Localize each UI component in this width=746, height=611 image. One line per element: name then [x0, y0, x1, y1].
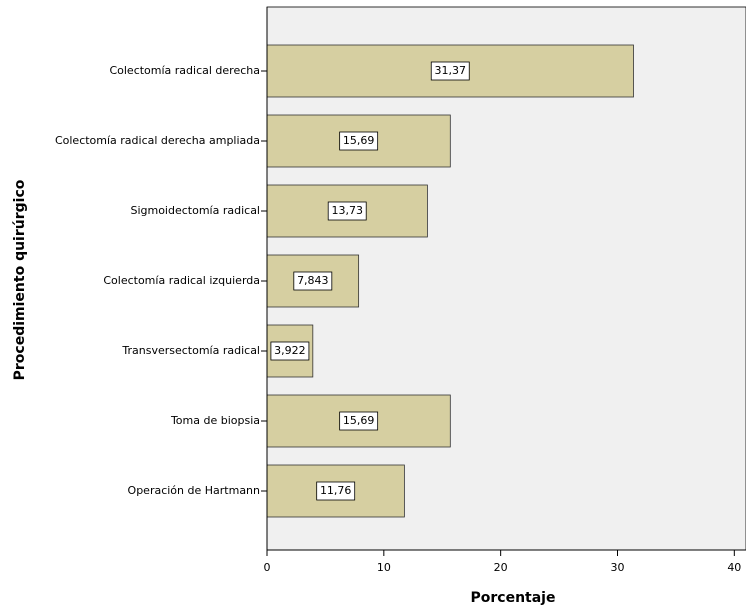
- y-tick-label: Colectomía radical derecha: [109, 64, 260, 77]
- x-tick-label: 40: [727, 561, 741, 574]
- y-tick-label: Colectomía radical derecha ampliada: [55, 134, 260, 147]
- y-tick-label: Sigmoidectomía radical: [130, 204, 260, 217]
- value-label: 3,922: [274, 344, 306, 357]
- x-tick-label: 30: [610, 561, 624, 574]
- value-label: 31,37: [434, 64, 466, 77]
- value-label: 15,69: [343, 414, 375, 427]
- y-axis-label: Procedimiento quirúrgico: [12, 179, 28, 380]
- value-label-box: [339, 411, 379, 431]
- value-label: 11,76: [320, 484, 352, 497]
- value-label-box: [270, 341, 310, 361]
- y-tick-label: Colectomía radical izquierda: [103, 274, 260, 287]
- value-label: 15,69: [343, 134, 375, 147]
- x-tick-label: 0: [264, 561, 271, 574]
- y-tick-label: Operación de Hartmann: [128, 484, 260, 497]
- value-label-box: [430, 61, 470, 81]
- value-label: 7,843: [297, 274, 329, 287]
- value-label-box: [293, 271, 333, 291]
- value-label-box: [316, 481, 356, 501]
- x-tick-label: 20: [494, 561, 508, 574]
- value-label-box: [327, 201, 367, 221]
- y-tick-label: Transversectomía radical: [121, 344, 260, 357]
- value-label: 13,73: [331, 204, 363, 217]
- x-axis-label: Porcentaje: [471, 590, 556, 606]
- x-tick-label: 10: [377, 561, 391, 574]
- y-tick-label: Toma de biopsia: [170, 414, 260, 427]
- value-label-box: [339, 131, 379, 151]
